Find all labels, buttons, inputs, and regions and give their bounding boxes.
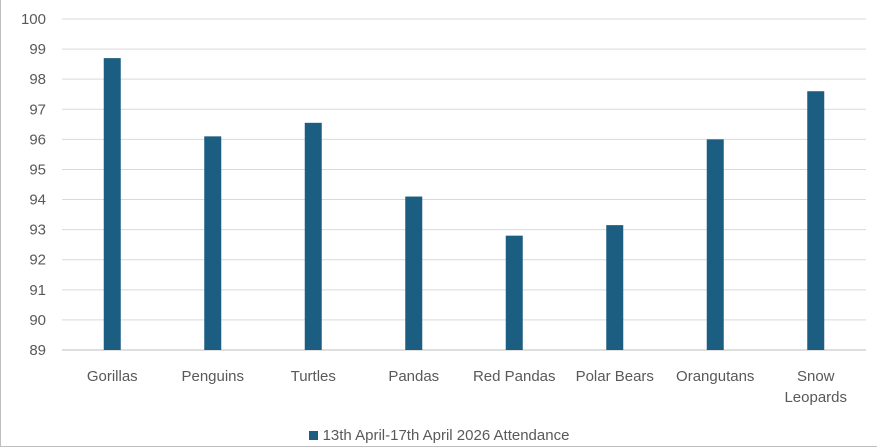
bar-gorillas <box>103 58 121 350</box>
y-tick-label: 94 <box>29 192 46 209</box>
y-tick-label: 96 <box>29 131 46 148</box>
y-tick-label: 100 <box>21 11 46 28</box>
bar-polar-bears <box>606 225 624 350</box>
legend-label: 13th April-17th April 2026 Attendance <box>322 427 570 444</box>
x-category-label: Penguins <box>181 368 244 385</box>
legend-swatch <box>308 431 318 440</box>
x-category-label: Red Pandas <box>473 368 556 385</box>
y-tick-label: 89 <box>29 342 46 359</box>
bar-orangutans <box>706 139 724 350</box>
y-tick-label: 99 <box>29 41 46 58</box>
x-category-label: Pandas <box>388 368 439 385</box>
y-tick-label: 93 <box>29 222 46 239</box>
x-category-label: Leopards <box>784 389 847 406</box>
x-axis-category-labels: Gorillas Penguins Turtles Pandas Red Pandas P… <box>87 368 847 406</box>
x-category-label: Polar Bears <box>576 368 654 385</box>
bars <box>103 58 825 351</box>
y-tick-label: 90 <box>29 312 46 329</box>
bar-turtles <box>304 122 322 351</box>
y-tick-label: 97 <box>29 101 46 118</box>
x-category-label: Orangutans <box>676 368 754 385</box>
bar-penguins <box>204 136 222 350</box>
y-tick-label: 95 <box>29 161 46 178</box>
legend: 13th April-17th April 2026 Attendance <box>0 427 878 444</box>
bar-snow-leopards <box>807 91 825 350</box>
y-tick-label: 98 <box>29 71 46 88</box>
y-axis-tick-labels: 89 90 91 92 93 94 95 96 97 98 99 100 <box>21 11 46 359</box>
y-tick-label: 92 <box>29 252 46 269</box>
gridlines <box>62 18 866 351</box>
x-category-label: Snow <box>797 368 835 385</box>
x-category-label: Turtles <box>291 368 336 385</box>
bar-red-pandas <box>505 235 523 350</box>
y-tick-label: 91 <box>29 282 46 299</box>
bar-pandas <box>405 196 423 350</box>
x-category-label: Gorillas <box>87 368 138 385</box>
